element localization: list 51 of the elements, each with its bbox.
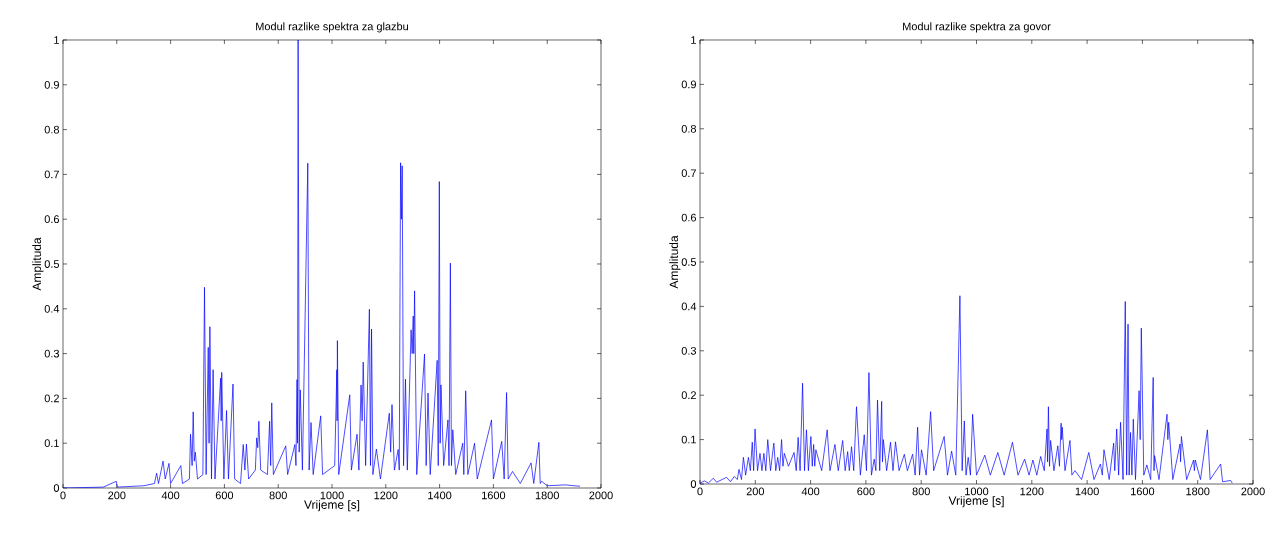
x-tick-label: 600	[215, 491, 234, 500]
y-axis-title: Amplituda	[32, 237, 44, 291]
x-tick-label: 1200	[1020, 487, 1044, 496]
x-tick-label: 1800	[1186, 487, 1210, 496]
y-tick-label: 0.7	[44, 170, 59, 179]
x-tick-label: 400	[161, 491, 180, 500]
y-tick-label: 0.9	[681, 80, 696, 89]
x-tick-label: 1000	[965, 487, 989, 496]
x-axis-title: Vrijeme [s]	[948, 496, 1004, 508]
y-tick-label: 0.5	[44, 260, 60, 268]
x-axis-title: Vrijeme [s]	[304, 500, 360, 512]
x-tick-label: 600	[857, 487, 875, 496]
y-tick-label: 0.1	[44, 439, 59, 448]
y-tick-label: 0.3	[44, 349, 59, 358]
x-tick-label: 1400	[428, 491, 452, 500]
chart-title: Modul razlike spektra za glazbu	[256, 22, 408, 33]
x-tick-label: 1600	[1131, 487, 1155, 496]
x-tick-label: 1000	[320, 491, 344, 500]
y-tick-label: 0.6	[681, 213, 696, 222]
x-tick-label: 1800	[535, 491, 559, 500]
x-tick-label: 200	[746, 487, 765, 496]
line-series	[63, 40, 581, 488]
y-tick-label: 0.9	[44, 80, 59, 89]
y-tick-label: 0.8	[681, 124, 696, 133]
y-tick-label: 0.2	[681, 391, 696, 400]
x-tick-label: 200	[108, 491, 126, 500]
y-tick-label: 0.3	[681, 346, 696, 355]
x-tick-label: 1400	[1075, 487, 1099, 496]
y-tick-label: 0.6	[44, 215, 59, 224]
y-tick-label: 0.5	[681, 258, 697, 266]
line-series	[700, 295, 1233, 484]
x-tick-label: 0	[60, 491, 66, 500]
x-tick-label: 0	[697, 487, 703, 496]
y-tick-label: 0.8	[44, 125, 59, 134]
x-tick-label: 800	[912, 487, 930, 496]
y-tick-label: 0.4	[44, 304, 60, 313]
x-tick-label: 1200	[374, 491, 398, 500]
x-tick-label: 800	[269, 491, 287, 500]
y-tick-label: 0.7	[681, 169, 696, 178]
y-axis-title: Amplituda	[669, 235, 681, 289]
x-tick-label: 2000	[1241, 487, 1265, 496]
y-tick-label: 0.1	[681, 435, 696, 444]
y-tick-label: 0.2	[44, 394, 59, 403]
chart-title: Modul razlike spektra za govor	[903, 22, 1051, 33]
x-tick-label: 400	[801, 487, 820, 496]
y-tick-label: 0	[690, 480, 697, 488]
x-tick-label: 1600	[482, 491, 506, 500]
y-tick-label: 1	[691, 36, 696, 44]
y-tick-label: 1	[54, 36, 59, 44]
x-tick-label: 2000	[589, 491, 613, 500]
y-tick-label: 0.4	[681, 302, 697, 311]
